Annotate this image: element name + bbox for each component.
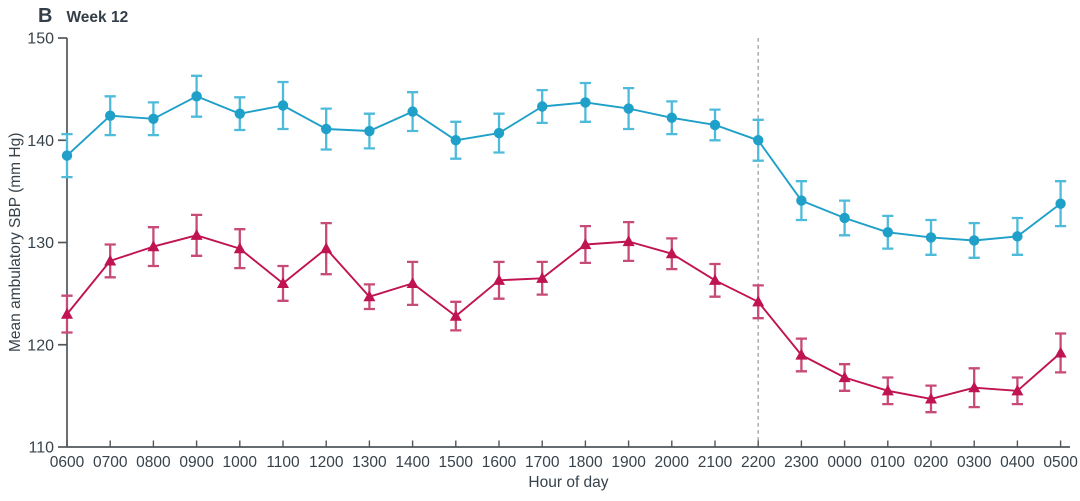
data-point-triangle bbox=[61, 307, 73, 319]
data-point-triangle bbox=[579, 238, 592, 250]
data-point-circle bbox=[537, 101, 548, 112]
data-point-circle bbox=[234, 108, 245, 119]
chart-title: B Week 12 bbox=[38, 5, 128, 28]
y-tick-label: 140 bbox=[27, 133, 54, 150]
lower-series-triangles-line bbox=[66, 234, 1062, 400]
data-point-triangle bbox=[622, 235, 635, 247]
x-tick-label: 0900 bbox=[179, 454, 214, 471]
data-point-triangle bbox=[493, 274, 505, 285]
panel-label: B bbox=[38, 5, 53, 27]
data-point-triangle bbox=[536, 272, 549, 283]
x-tick-label: 0000 bbox=[827, 454, 862, 471]
data-point-circle bbox=[321, 123, 332, 135]
x-tick-label: 1400 bbox=[395, 454, 430, 471]
data-point-circle bbox=[450, 135, 461, 146]
data-point-circle bbox=[709, 119, 721, 131]
data-point-triangle bbox=[233, 242, 246, 254]
y-tick-label: 130 bbox=[27, 235, 54, 252]
x-tick-label: 1300 bbox=[352, 454, 387, 471]
x-tick-label: 1700 bbox=[525, 454, 560, 471]
x-tick-label: 2000 bbox=[655, 454, 690, 471]
data-point-circle bbox=[61, 150, 73, 161]
x-tick-label: 0200 bbox=[914, 454, 949, 471]
data-point-triangle bbox=[925, 392, 937, 404]
x-axis-title: Hour of day bbox=[528, 474, 609, 491]
x-tick-label: 2200 bbox=[741, 454, 776, 471]
data-point-triangle bbox=[147, 240, 160, 252]
data-point-circle bbox=[1055, 198, 1066, 209]
x-tick-label: 1500 bbox=[439, 454, 474, 471]
x-tick-label: 1800 bbox=[568, 454, 603, 471]
data-point-circle bbox=[666, 112, 677, 123]
data-point-circle bbox=[493, 127, 505, 139]
data-point-triangle bbox=[320, 242, 333, 254]
data-point-triangle bbox=[277, 277, 289, 288]
data-point-circle bbox=[580, 97, 591, 108]
data-point-triangle bbox=[449, 309, 462, 321]
y-tick-label: 110 bbox=[28, 440, 54, 457]
x-tick-label: 0500 bbox=[1043, 454, 1078, 471]
x-tick-label: 0600 bbox=[50, 454, 85, 471]
upper-series-circles bbox=[61, 74, 1067, 259]
x-tick-label: 1000 bbox=[223, 454, 258, 471]
data-point-triangle bbox=[1054, 346, 1067, 358]
data-point-triangle bbox=[190, 229, 203, 240]
upper-series-circles-line bbox=[66, 95, 1062, 242]
x-tick-label: 0300 bbox=[957, 454, 992, 471]
x-tick-label: 1900 bbox=[611, 454, 646, 471]
data-point-triangle bbox=[881, 384, 894, 396]
data-point-circle bbox=[148, 113, 159, 124]
data-point-circle bbox=[277, 100, 289, 111]
x-tick-label: 1600 bbox=[482, 454, 517, 471]
data-point-triangle bbox=[665, 247, 678, 259]
x-tick-label: 2100 bbox=[698, 454, 733, 471]
y-tick-label: 120 bbox=[27, 337, 54, 354]
data-point-circle bbox=[969, 235, 980, 246]
data-point-circle bbox=[191, 91, 202, 102]
data-point-circle bbox=[364, 125, 375, 137]
data-point-circle bbox=[882, 227, 893, 238]
data-point-triangle bbox=[1011, 384, 1024, 396]
data-point-circle bbox=[407, 106, 418, 117]
lower-series-triangles bbox=[61, 213, 1067, 414]
data-point-circle bbox=[753, 135, 764, 146]
data-point-circle bbox=[925, 232, 937, 243]
panel-title: Week 12 bbox=[66, 9, 129, 26]
y-tick-label: 150 bbox=[27, 31, 54, 48]
data-point-triangle bbox=[709, 274, 721, 285]
data-point-triangle bbox=[752, 295, 765, 307]
x-tick-label: 1100 bbox=[266, 454, 300, 471]
lower-series-triangles-error-bars bbox=[61, 213, 1067, 414]
data-point-circle bbox=[1012, 231, 1023, 242]
data-point-triangle bbox=[968, 381, 981, 393]
data-point-circle bbox=[623, 103, 634, 114]
data-point-circle bbox=[105, 110, 116, 121]
data-point-triangle bbox=[363, 290, 376, 302]
data-point-circle bbox=[796, 195, 807, 206]
x-tick-label: 0700 bbox=[93, 454, 128, 471]
data-point-triangle bbox=[104, 254, 117, 266]
data-point-triangle bbox=[406, 277, 419, 288]
data-point-triangle bbox=[838, 371, 851, 383]
data-point-triangle bbox=[795, 348, 808, 360]
x-tick-label: 2300 bbox=[784, 454, 819, 471]
x-tick-label: 0800 bbox=[136, 454, 171, 471]
data-point-circle bbox=[839, 212, 850, 224]
x-tick-label: 0100 bbox=[871, 454, 906, 471]
x-tick-label: 0400 bbox=[1000, 454, 1035, 471]
x-tick-label: 1200 bbox=[309, 454, 344, 471]
